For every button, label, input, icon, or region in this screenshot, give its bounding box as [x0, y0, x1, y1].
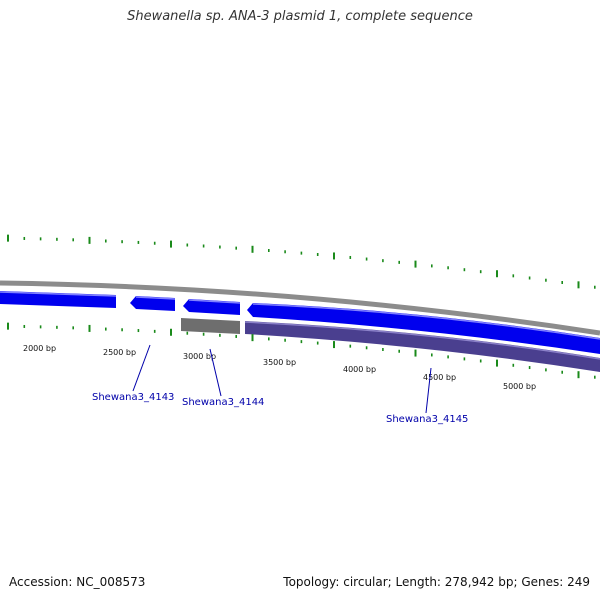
gene-labels: Shewana3_4143 Shewana3_4144 Shewana3_414… [92, 392, 468, 425]
other-feature-block[interactable] [181, 318, 240, 334]
scale-tick-label: 2500 bp [103, 348, 136, 357]
scale-tick-label: 2000 bp [23, 344, 56, 353]
gene-shewana3-4143[interactable] [130, 296, 175, 311]
reverse-feature-highlight [244, 321, 600, 360]
topology-summary: Topology: circular; Length: 278,942 bp; … [283, 575, 590, 589]
gene-shewana3-4144[interactable] [183, 299, 240, 315]
scale-tick-label: 4500 bp [423, 373, 456, 382]
gene-label-shewana3-4145[interactable]: Shewana3_4145 [386, 414, 468, 425]
map-title: Shewanella sp. ANA-3 plasmid 1, complete… [127, 9, 473, 24]
reverse-feature-bar[interactable] [245, 321, 600, 372]
backbone-line [0, 280, 600, 336]
forward-strand [0, 291, 600, 354]
connector-shewana3-4144 [209, 348, 222, 397]
connector-shewana3-4145 [425, 367, 432, 414]
forward-strand-highlight [0, 291, 600, 340]
gene-shewana3-4145[interactable] [247, 303, 600, 354]
inner-tick-row [7, 322, 596, 379]
accession-text: Accession: NC_008573 [9, 575, 146, 589]
gene-label-connectors [132, 344, 432, 414]
scale-tick-label: 3500 bp [263, 358, 296, 367]
scale-tick-label: 3000 bp [183, 352, 216, 361]
gene-label-shewana3-4144[interactable]: Shewana3_4144 [182, 397, 264, 408]
gene-label-shewana3-4143[interactable]: Shewana3_4143 [92, 392, 174, 403]
scale-labels: 2000 bp 2500 bp 3000 bp 3500 bp 4000 bp … [23, 344, 536, 391]
scale-tick-label: 5000 bp [503, 382, 536, 391]
outer-tick-row [7, 234, 596, 289]
scale-tick-label: 4000 bp [343, 365, 376, 374]
reverse-strand [181, 318, 600, 372]
connector-shewana3-4143 [132, 344, 151, 392]
